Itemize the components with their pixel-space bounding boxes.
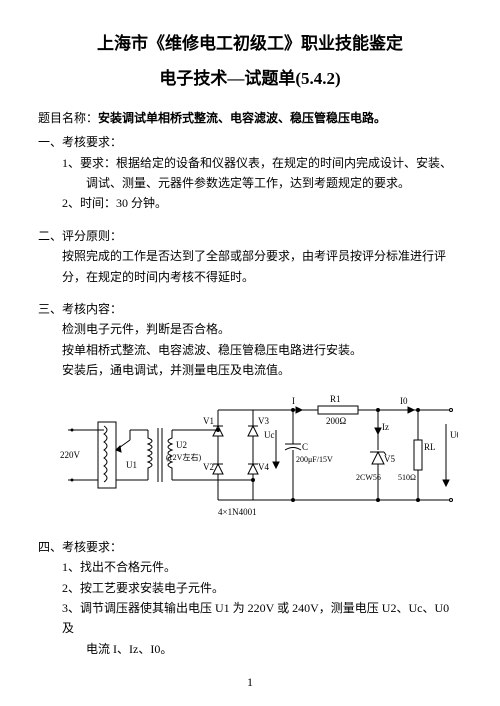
lbl-v2: V2 <box>203 462 214 472</box>
lbl-u2: U2 <box>176 440 187 450</box>
section3-line3: 安装后，通电调试，并测量电压及电流值。 <box>38 360 462 380</box>
lbl-R1: R1 <box>330 394 341 404</box>
lbl-R1v: 200Ω <box>326 416 347 426</box>
lbl-I: I <box>292 396 295 406</box>
lbl-Iz: Iz <box>382 422 389 432</box>
section1-item1b: 调试、测量、元器件参数选定等工作，达到考题规定的要求。 <box>38 173 462 193</box>
lbl-Cv: 200μF/15V <box>296 455 333 464</box>
lbl-C: C <box>302 442 308 452</box>
section3-head: 三、考核内容： <box>38 299 462 319</box>
lbl-diodes: 4×1N4001 <box>218 507 257 517</box>
lbl-RL: RL <box>424 442 436 452</box>
title-line-1: 上海市《维修电工初级工》职业技能鉴定 <box>38 30 462 59</box>
section4-item1: 1、找出不合格元件。 <box>38 557 462 577</box>
section2-head: 二、评分原则： <box>38 226 462 246</box>
section1-item2: 2、时间：30 分钟。 <box>38 193 462 213</box>
section1-head: 一、考核要求： <box>38 132 462 152</box>
section4-item3b: 电流 I、Iz、I0。 <box>38 639 462 659</box>
section3-line1: 检测电子元件，判断是否合格。 <box>38 319 462 339</box>
section4-head: 四、考核要求： <box>38 537 462 557</box>
lbl-220v: 220V <box>60 450 81 460</box>
lbl-Uc: Uc <box>264 430 275 440</box>
lbl-I0: I0 <box>400 396 408 406</box>
topic-row: 题目名称：安装调试单相桥式整流、电容滤波、稳压管稳压电路。 <box>38 108 462 128</box>
page-number: 1 <box>0 672 500 692</box>
section4-item2: 2、按工艺要求安装电子元件。 <box>38 578 462 598</box>
lbl-V5v: 2CW56 <box>356 473 381 482</box>
section2-line2: 分，在规定的时间内考核不得延时。 <box>38 267 462 287</box>
lbl-V5: V5 <box>384 454 395 464</box>
section3-line2: 按单相桥式整流、电容滤波、稳压管稳压电路进行安装。 <box>38 340 462 360</box>
lbl-v4: V4 <box>258 462 269 472</box>
section4-item3a: 3、调节调压器使其输出电压 U1 为 220V 或 240V，测量电压 U2、U… <box>38 598 462 639</box>
lbl-u2note: (12V左右) <box>166 452 201 462</box>
section2-line1: 按照完成的工作是否达到了全部或部分要求，由考评员按评分标准进行评 <box>38 246 462 266</box>
topic-value: 安装调试单相桥式整流、电容滤波、稳压管稳压电路。 <box>98 111 386 125</box>
title-line-2: 电子技术—试题单(5.4.2) <box>38 65 462 94</box>
lbl-U0: U0 <box>450 430 458 440</box>
circuit-diagram: 220V U1 U2 (12V左右) V1 V2 V3 V4 4×1N4001 … <box>58 390 462 526</box>
lbl-u1: U1 <box>126 460 137 470</box>
lbl-v1: V1 <box>203 416 214 426</box>
topic-label: 题目名称： <box>38 111 98 125</box>
lbl-v3: V3 <box>258 416 269 426</box>
lbl-RLv: 510Ω <box>398 473 416 482</box>
section1-item1a: 1、要求：根据给定的设备和仪器仪表，在规定的时间内完成设计、安装、 <box>38 153 462 173</box>
